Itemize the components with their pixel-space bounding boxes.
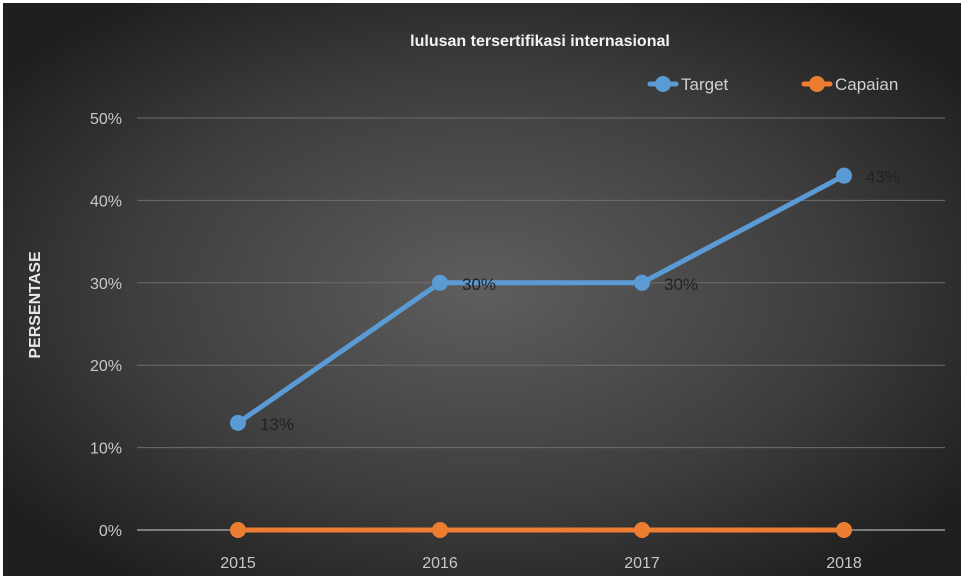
data-labels: 13% 30% 30% 43% [260, 168, 900, 434]
y-tick-label: 40% [90, 193, 122, 210]
y-tick-label: 50% [90, 111, 122, 128]
legend-marker-target-dot [655, 76, 671, 92]
y-tick-label: 0% [99, 523, 122, 540]
legend-marker-capaian-dot [809, 76, 825, 92]
data-point-target[interactable] [634, 274, 650, 291]
legend-item-capaian[interactable]: Capaian [801, 75, 898, 94]
x-tick-label: 2015 [220, 555, 256, 572]
y-tick-label: 30% [90, 276, 122, 293]
data-label-target: 30% [462, 275, 496, 294]
series-line-target [235, 173, 847, 426]
y-tick-label: 10% [90, 441, 122, 458]
data-point-target[interactable] [432, 274, 448, 291]
series-layer [230, 167, 852, 538]
y-tick-label: 20% [90, 358, 122, 375]
y-axis-ticks: 0% 10% 20% 30% 40% 50% [90, 111, 122, 540]
data-point-target[interactable] [836, 167, 852, 184]
x-tick-label: 2017 [624, 555, 660, 572]
data-point-capaian[interactable] [230, 522, 246, 538]
x-tick-label: 2018 [826, 555, 862, 572]
chart-title: lulusan tersertifikasi internasional [410, 33, 670, 50]
data-point-capaian[interactable] [432, 522, 448, 538]
y-axis-title: PERSENTASE [27, 251, 44, 359]
legend-label-capaian: Capaian [835, 75, 898, 94]
legend: Target Capaian [647, 75, 898, 94]
x-tick-label: 2016 [422, 555, 458, 572]
legend-item-target[interactable]: Target [647, 75, 729, 94]
x-axis-ticks: 2015 2016 2017 2018 [220, 555, 862, 572]
data-label-target: 30% [664, 275, 698, 294]
data-point-capaian[interactable] [836, 522, 852, 538]
data-label-target: 43% [866, 168, 900, 187]
data-point-capaian[interactable] [634, 522, 650, 538]
data-point-target[interactable] [230, 414, 246, 431]
legend-label-target: Target [681, 75, 729, 94]
data-label-target: 13% [260, 415, 294, 434]
chart-background [3, 3, 961, 576]
